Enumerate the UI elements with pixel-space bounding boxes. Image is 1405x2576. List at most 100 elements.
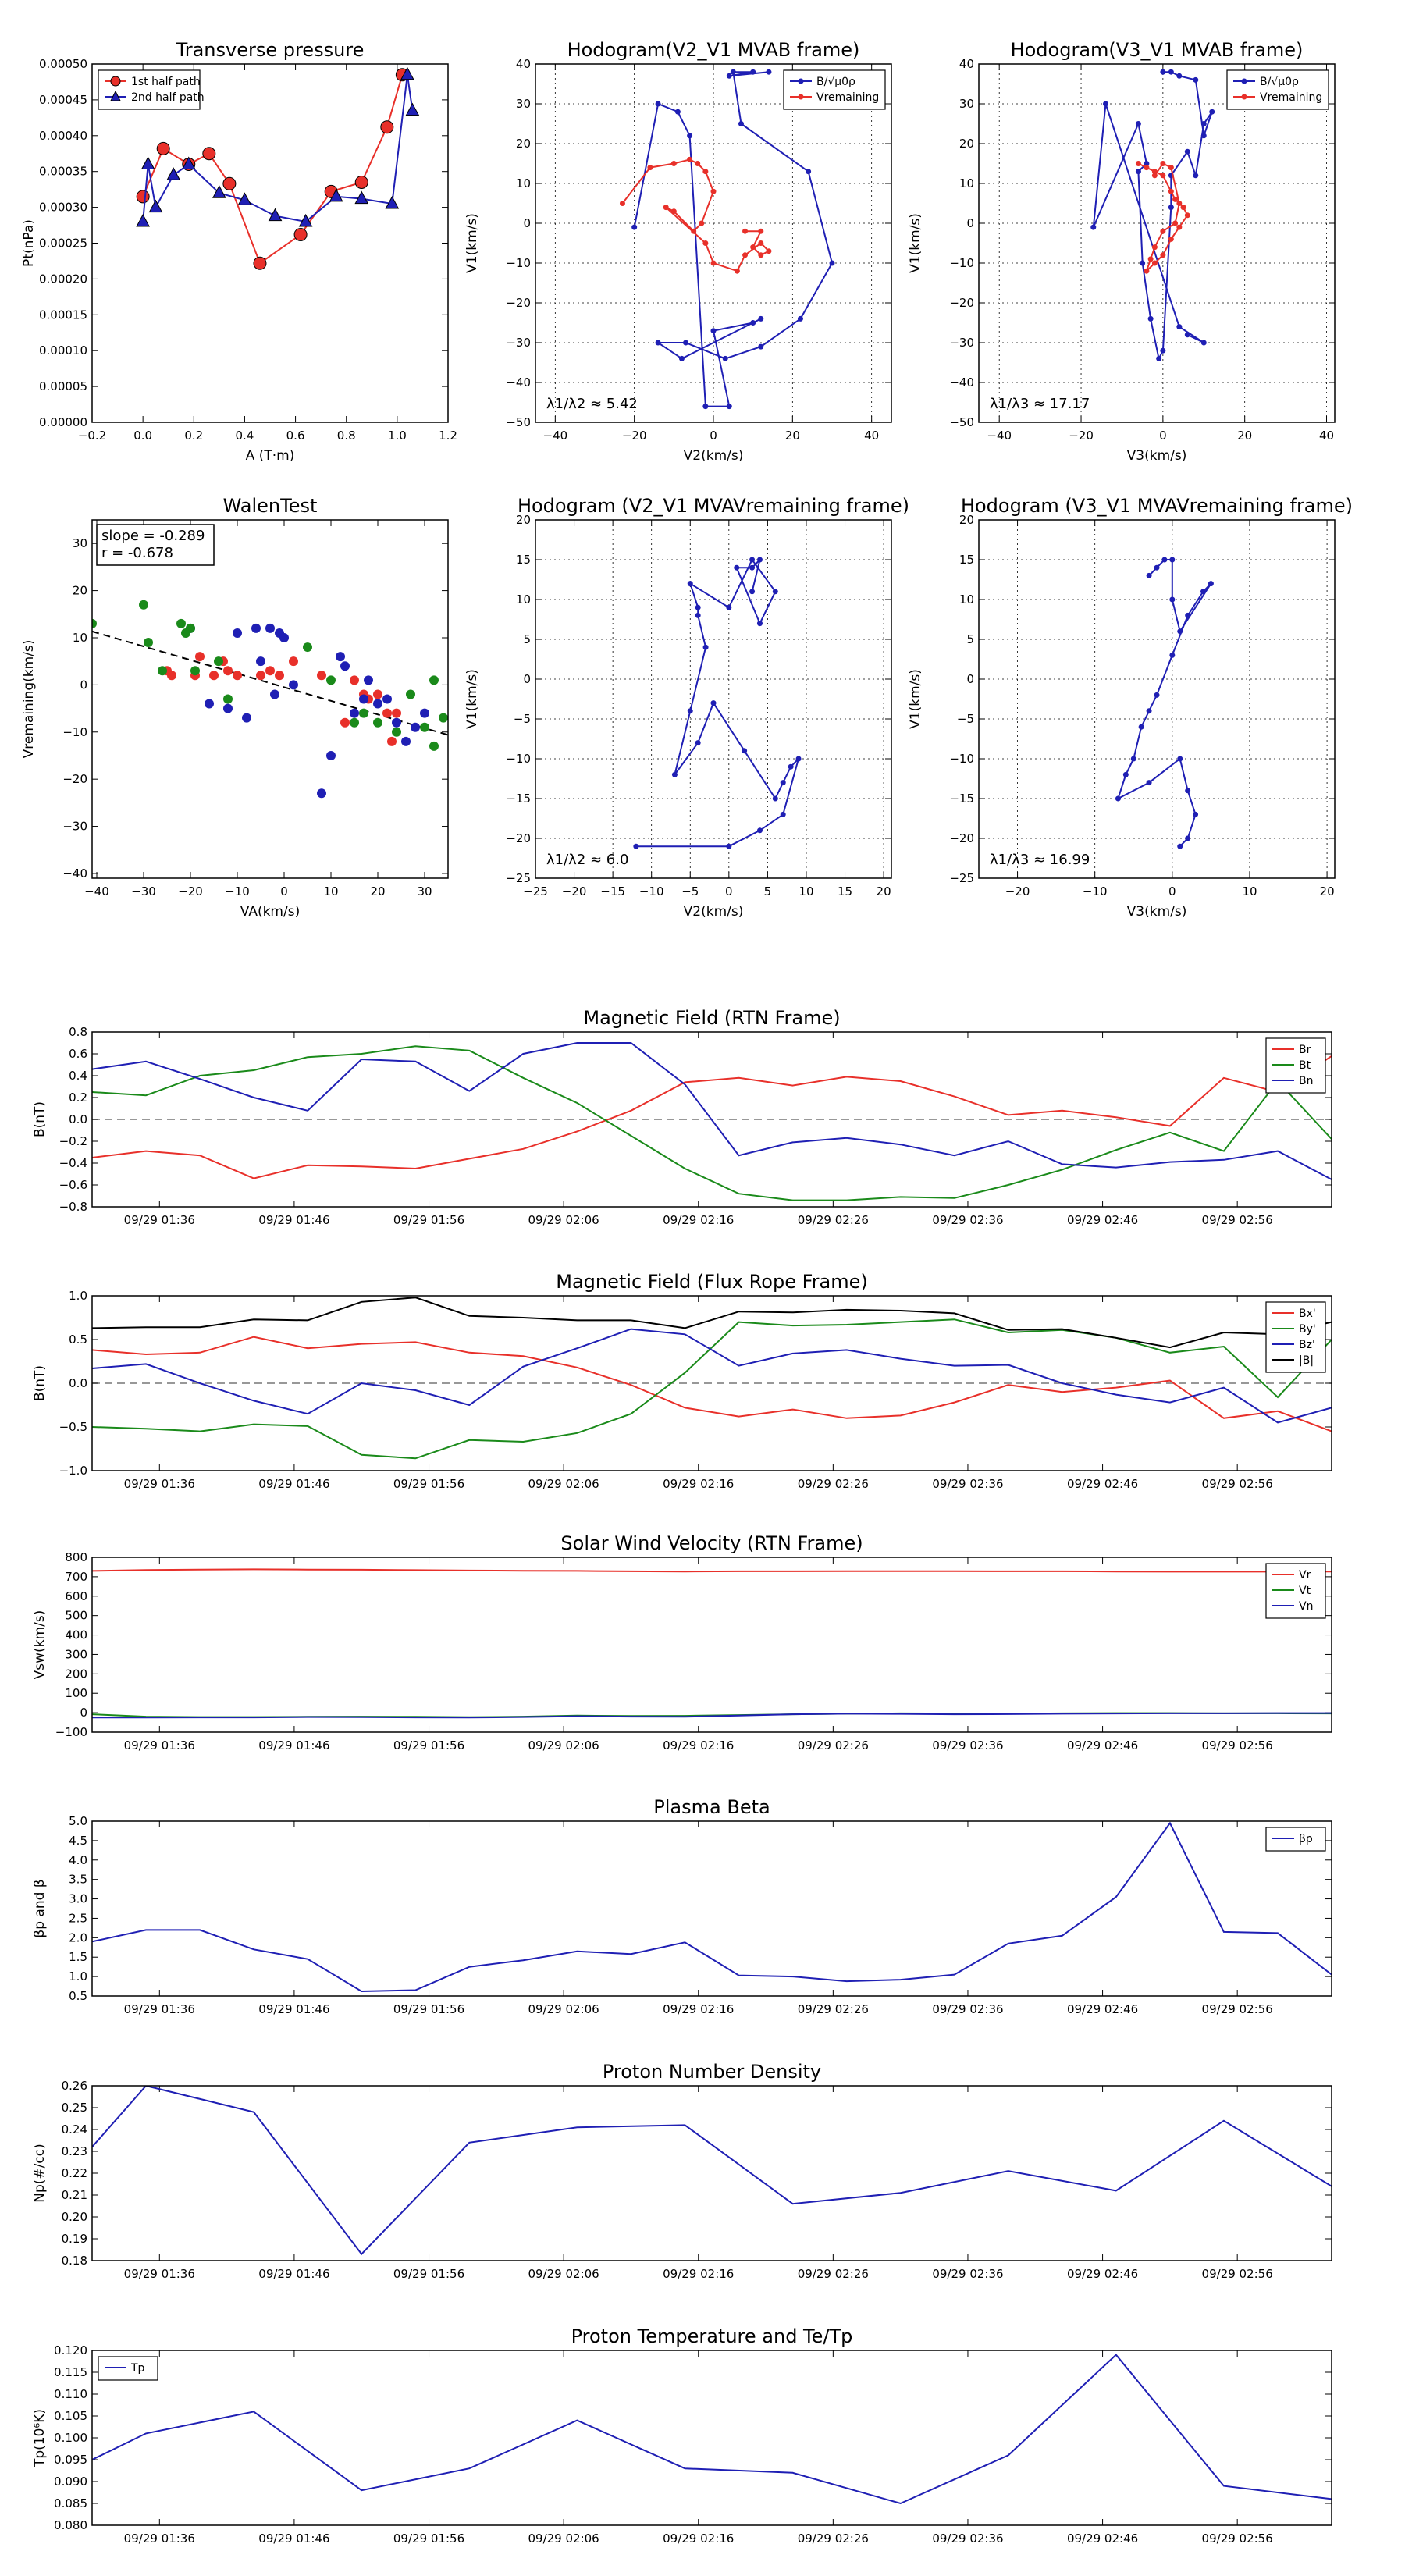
data-point xyxy=(385,195,400,209)
plot-area xyxy=(92,1042,1332,1201)
y-tick-label: −30 xyxy=(506,336,531,350)
data-point xyxy=(1200,133,1207,139)
scatter-point xyxy=(350,708,359,718)
data-point xyxy=(695,161,701,166)
y-tick-label: 0.00050 xyxy=(39,57,87,71)
y-tick-label: −20 xyxy=(949,296,974,310)
scatter-point xyxy=(350,675,359,685)
data-point xyxy=(1122,771,1129,777)
y-tick-label: 20 xyxy=(516,137,531,151)
data-point xyxy=(1172,196,1179,202)
x-tick-label: 5 xyxy=(764,884,772,898)
data-point xyxy=(405,102,420,116)
y-tick-label: −25 xyxy=(949,871,974,885)
y-axis-label: B(nT) xyxy=(32,1365,48,1401)
plot-frame xyxy=(91,63,449,423)
data-point xyxy=(726,73,732,79)
data-point xyxy=(750,244,756,251)
x-tick-label: 09/29 01:36 xyxy=(124,2532,195,2546)
y-tick-label: −10 xyxy=(949,752,974,766)
data-point xyxy=(1184,212,1190,219)
y-tick-label: −20 xyxy=(506,831,531,845)
y-tick-label: 0.090 xyxy=(54,2475,87,2489)
scatter-point xyxy=(317,788,326,799)
y-tick-label: −15 xyxy=(506,792,531,806)
scatter-point xyxy=(223,703,233,713)
plot-area xyxy=(136,66,420,270)
data-point xyxy=(702,240,709,246)
data-point xyxy=(237,192,252,205)
scatter-point xyxy=(251,623,261,633)
data-point xyxy=(253,256,267,270)
chart-panel-tp: −0.2 0.0 0.2 0.4 0.6 0.8 1.0 1.2 0.00000 0.00005 0… xyxy=(21,39,457,464)
y-axis-label: Np(#/cc) xyxy=(32,2144,48,2202)
x-tick-label: 09/29 01:46 xyxy=(258,2267,329,2281)
legend-box xyxy=(783,69,886,110)
x-tick-label: −30 xyxy=(131,884,156,898)
y-tick-label: −0.2 xyxy=(59,1134,87,1148)
legend-label: Tp xyxy=(130,2362,145,2375)
x-axis-label: V3(km/s) xyxy=(1127,448,1187,464)
scatter-point xyxy=(270,689,279,699)
legend-label: |B| xyxy=(1299,1354,1314,1367)
x-tick-label: 09/29 02:56 xyxy=(1202,1738,1273,1752)
y-tick-label: 600 xyxy=(65,1589,87,1603)
scatter-point xyxy=(411,722,420,732)
x-tick-label: 09/29 02:26 xyxy=(798,2532,869,2546)
data-point xyxy=(1144,165,1150,171)
data-point xyxy=(268,208,283,222)
y-tick-label: −10 xyxy=(506,256,531,270)
y-tick-label: 5 xyxy=(966,632,974,646)
scatter-point xyxy=(186,623,195,633)
x-tick-label: 09/29 02:36 xyxy=(932,2267,1003,2281)
chart-title: Hodogram(V3_V1 MVAB frame) xyxy=(1011,39,1304,61)
scatter-point xyxy=(420,722,429,732)
data-point xyxy=(1156,355,1162,361)
y-tick-label: −40 xyxy=(506,375,531,390)
scatter-point xyxy=(275,671,284,681)
data-point xyxy=(1200,340,1207,346)
plot-frame xyxy=(91,1557,1332,1733)
chart-title: Magnetic Field (RTN Frame) xyxy=(583,1007,840,1029)
chart-title: Magnetic Field (Flux Rope Frame) xyxy=(556,1271,867,1293)
series-line xyxy=(92,2354,1332,2505)
x-tick-label: 09/29 01:56 xyxy=(393,1738,464,1752)
data-point xyxy=(329,188,343,202)
plot-frame xyxy=(978,63,1336,423)
data-point xyxy=(702,169,709,175)
data-point xyxy=(1140,260,1146,266)
series-line xyxy=(92,1328,1332,1424)
scatter-point xyxy=(350,717,359,728)
y-tick-label: 0.00000 xyxy=(39,415,87,429)
y-tick-label: 3.5 xyxy=(69,1873,87,1887)
data-point xyxy=(702,404,709,410)
data-point xyxy=(1135,169,1141,175)
data-point xyxy=(1176,324,1183,330)
x-tick-label: 09/29 01:56 xyxy=(393,1213,464,1227)
data-point xyxy=(1160,228,1166,234)
series-line xyxy=(92,1318,1332,1460)
y-tick-label: −1.0 xyxy=(59,1464,87,1478)
scatter-point xyxy=(373,699,382,709)
data-point xyxy=(670,161,677,166)
chart-title: Transverse pressure xyxy=(176,39,365,61)
y-tick-label: 0.25 xyxy=(62,2101,87,2115)
data-point xyxy=(1154,692,1160,698)
chart-panel-walen: −40 −30 −20 −10 0 10 20 30 −40 −30 −20 −10 0 10 20 30 Wa… xyxy=(21,495,449,920)
y-tick-label: 0.5 xyxy=(69,1989,87,2003)
y-tick-label: −0.5 xyxy=(59,1420,87,1434)
y-axis-label: V1(km/s) xyxy=(908,669,923,729)
y-tick-label: 5 xyxy=(523,632,531,646)
x-tick-label: 09/29 01:46 xyxy=(258,1738,329,1752)
legend-marker xyxy=(110,90,121,101)
y-tick-label: 30 xyxy=(959,97,974,111)
scatter-point xyxy=(223,694,233,704)
x-tick-label: 09/29 02:56 xyxy=(1202,2267,1273,2281)
y-tick-label: −10 xyxy=(506,752,531,766)
y-tick-label: 0.110 xyxy=(54,2387,87,2401)
legend-marker xyxy=(798,78,804,84)
y-tick-label: −0.4 xyxy=(59,1156,87,1170)
y-tick-label: 0.00045 xyxy=(39,93,87,107)
legend-marker xyxy=(798,94,804,100)
